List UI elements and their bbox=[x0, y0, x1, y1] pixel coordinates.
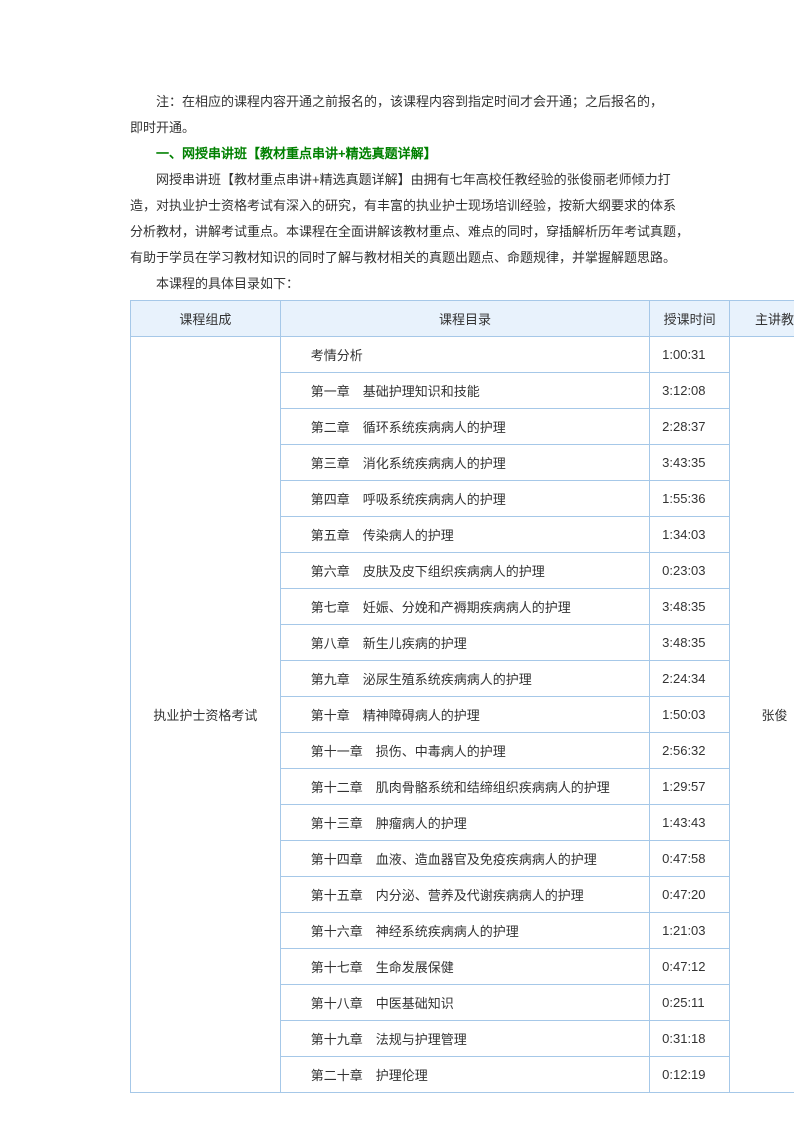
chapter-cell: 第十五章 内分泌、营养及代谢疾病病人的护理 bbox=[280, 877, 649, 913]
header-teacher: 主讲教 bbox=[730, 301, 794, 337]
chapter-cell: 第十七章 生命发展保健 bbox=[280, 949, 649, 985]
duration-cell: 0:12:19 bbox=[650, 1057, 730, 1093]
composition-cell: 执业护士资格考试 bbox=[131, 337, 281, 1093]
header-composition: 课程组成 bbox=[131, 301, 281, 337]
chapter-cell: 第五章 传染病人的护理 bbox=[280, 517, 649, 553]
chapter-cell: 第二章 循环系统疾病病人的护理 bbox=[280, 409, 649, 445]
duration-cell: 2:24:34 bbox=[650, 661, 730, 697]
chapter-cell: 第十二章 肌肉骨骼系统和结缔组织疾病病人的护理 bbox=[280, 769, 649, 805]
section-title: 一、网授串讲班【教材重点串讲+精选真题详解】 bbox=[130, 142, 744, 166]
chapter-cell: 第六章 皮肤及皮下组织疾病病人的护理 bbox=[280, 553, 649, 589]
chapter-cell: 第九章 泌尿生殖系统疾病病人的护理 bbox=[280, 661, 649, 697]
chapter-cell: 第十四章 血液、造血器官及免疫疾病病人的护理 bbox=[280, 841, 649, 877]
chapter-cell: 第八章 新生儿疾病的护理 bbox=[280, 625, 649, 661]
table-row: 执业护士资格考试考情分析1:00:31张俊 bbox=[131, 337, 794, 373]
chapter-cell: 第四章 呼吸系统疾病病人的护理 bbox=[280, 481, 649, 517]
duration-cell: 0:47:20 bbox=[650, 877, 730, 913]
chapter-cell: 第十章 精神障碍病人的护理 bbox=[280, 697, 649, 733]
duration-cell: 0:47:12 bbox=[650, 949, 730, 985]
desc-text-4: 有助于学员在学习教材知识的同时了解与教材相关的真题出题点、命题规律，并掌握解题思… bbox=[130, 246, 744, 270]
toc-label: 本课程的具体目录如下： bbox=[130, 272, 744, 296]
chapter-cell: 第一章 基础护理知识和技能 bbox=[280, 373, 649, 409]
desc-text-3: 分析教材，讲解考试重点。本课程在全面讲解该教材重点、难点的同时，穿插解析历年考试… bbox=[130, 220, 744, 244]
desc-text-2: 造，对执业护士资格考试有深入的研究，有丰富的执业护士现场培训经验，按新大纲要求的… bbox=[130, 194, 744, 218]
chapter-cell: 第二十章 护理伦理 bbox=[280, 1057, 649, 1093]
chapter-cell: 第三章 消化系统疾病病人的护理 bbox=[280, 445, 649, 481]
duration-cell: 0:23:03 bbox=[650, 553, 730, 589]
note-text-1: 注：在相应的课程内容开通之前报名的，该课程内容到指定时间才会开通；之后报名的， bbox=[130, 90, 744, 114]
table-header-row: 课程组成 课程目录 授课时间 主讲教 bbox=[131, 301, 794, 337]
header-duration: 授课时间 bbox=[650, 301, 730, 337]
chapter-cell: 第七章 妊娠、分娩和产褥期疾病病人的护理 bbox=[280, 589, 649, 625]
duration-cell: 2:28:37 bbox=[650, 409, 730, 445]
teacher-cell: 张俊 bbox=[730, 337, 794, 1093]
duration-cell: 3:48:35 bbox=[650, 589, 730, 625]
duration-cell: 1:34:03 bbox=[650, 517, 730, 553]
duration-cell: 0:31:18 bbox=[650, 1021, 730, 1057]
chapter-cell: 第十六章 神经系统疾病病人的护理 bbox=[280, 913, 649, 949]
duration-cell: 1:43:43 bbox=[650, 805, 730, 841]
duration-cell: 3:43:35 bbox=[650, 445, 730, 481]
duration-cell: 1:00:31 bbox=[650, 337, 730, 373]
table-body: 执业护士资格考试考情分析1:00:31张俊第一章 基础护理知识和技能3:12:0… bbox=[131, 337, 794, 1093]
chapter-cell: 第十九章 法规与护理管理 bbox=[280, 1021, 649, 1057]
chapter-cell: 第十三章 肿瘤病人的护理 bbox=[280, 805, 649, 841]
duration-cell: 1:29:57 bbox=[650, 769, 730, 805]
duration-cell: 0:25:11 bbox=[650, 985, 730, 1021]
desc-text-1: 网授串讲班【教材重点串讲+精选真题详解】由拥有七年高校任教经验的张俊丽老师倾力打 bbox=[130, 168, 744, 192]
duration-cell: 1:21:03 bbox=[650, 913, 730, 949]
header-catalog: 课程目录 bbox=[280, 301, 649, 337]
course-table-wrap: 课程组成 课程目录 授课时间 主讲教 执业护士资格考试考情分析1:00:31张俊… bbox=[130, 300, 794, 1093]
duration-cell: 1:55:36 bbox=[650, 481, 730, 517]
duration-cell: 3:48:35 bbox=[650, 625, 730, 661]
duration-cell: 3:12:08 bbox=[650, 373, 730, 409]
intro-section: 注：在相应的课程内容开通之前报名的，该课程内容到指定时间才会开通；之后报名的， … bbox=[0, 90, 794, 296]
chapter-cell: 第十八章 中医基础知识 bbox=[280, 985, 649, 1021]
duration-cell: 2:56:32 bbox=[650, 733, 730, 769]
chapter-cell: 考情分析 bbox=[280, 337, 649, 373]
course-table: 课程组成 课程目录 授课时间 主讲教 执业护士资格考试考情分析1:00:31张俊… bbox=[130, 300, 794, 1093]
duration-cell: 0:47:58 bbox=[650, 841, 730, 877]
duration-cell: 1:50:03 bbox=[650, 697, 730, 733]
note-text-2: 即时开通。 bbox=[130, 116, 744, 140]
chapter-cell: 第十一章 损伤、中毒病人的护理 bbox=[280, 733, 649, 769]
